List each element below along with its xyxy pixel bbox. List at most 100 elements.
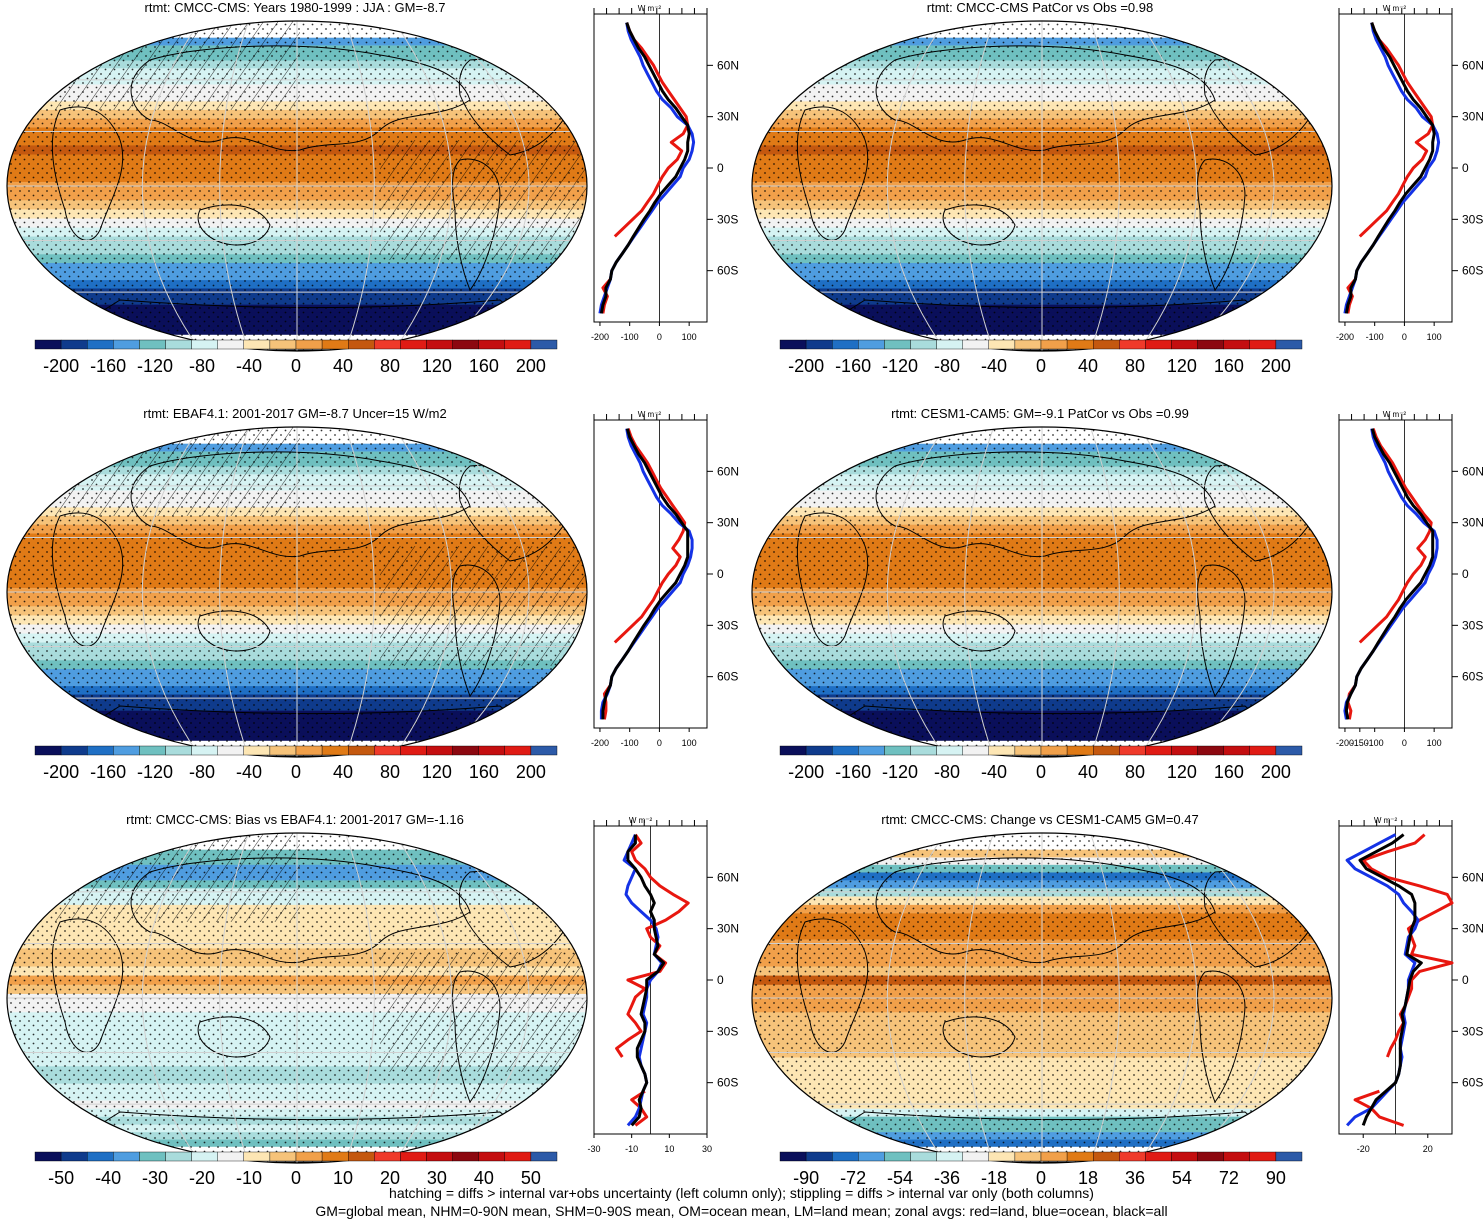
profile-lat-label: 0 bbox=[717, 161, 724, 175]
colorbar: -90 -72 -54 -36 -18 0 18 36 54 72 90 bbox=[779, 1151, 1303, 1188]
profile-unit-label: W m⁻² bbox=[1374, 816, 1398, 825]
profile-lat-label: 0 bbox=[1462, 161, 1469, 175]
profile-x-label: 10 bbox=[664, 1144, 674, 1154]
map-border bbox=[6, 832, 588, 1164]
colorbar-swatch bbox=[779, 339, 807, 350]
colorbar-label: -40 bbox=[236, 762, 262, 782]
colorbar-swatch bbox=[1040, 745, 1068, 756]
colorbar-swatch bbox=[504, 745, 532, 756]
graticule-meridian bbox=[1089, 21, 1120, 351]
colorbar-swatch bbox=[400, 745, 427, 756]
colorbar-swatch bbox=[1014, 1151, 1042, 1162]
colorbar: -200 -160 -120 -80 -40 0 40 80 120 160 200 bbox=[779, 745, 1303, 782]
graticule bbox=[7, 427, 587, 757]
colorbar-swatch bbox=[1145, 339, 1172, 350]
colorbar-label: -40 bbox=[981, 356, 1007, 376]
profile-line-all bbox=[1344, 428, 1435, 720]
colorbar-label: 80 bbox=[1125, 356, 1145, 376]
colorbar-swatch bbox=[295, 1151, 323, 1162]
colorbar-swatch bbox=[86, 339, 114, 350]
colorbar-label: 30 bbox=[427, 1168, 447, 1188]
colorbar-label: 40 bbox=[1078, 356, 1098, 376]
profile-lat-label: 60N bbox=[1462, 870, 1483, 884]
colorbar-swatch bbox=[1145, 1151, 1172, 1162]
colorbar-swatch bbox=[910, 339, 937, 350]
graticule bbox=[752, 21, 1332, 351]
colorbar-label: -30 bbox=[142, 1168, 168, 1188]
colorbar-label: 160 bbox=[1214, 356, 1244, 376]
colorbar-swatch bbox=[779, 745, 807, 756]
colorbar-swatch bbox=[348, 745, 375, 756]
panel-reference-model: rtmt: CESM1-CAM5: GM=-9.1 PatCor vs Obs … bbox=[745, 406, 1483, 806]
colorbar-label: -54 bbox=[887, 1168, 913, 1188]
graticule-meridian bbox=[344, 833, 375, 1163]
graticule-meridian bbox=[1186, 21, 1275, 351]
graticule bbox=[752, 833, 1332, 1163]
profile-lat-label: 60S bbox=[717, 1076, 738, 1090]
map-border bbox=[6, 20, 588, 352]
map-title: rtmt: CMCC-CMS: Change vs CESM1-CAM5 GM=… bbox=[881, 812, 1199, 827]
panel-obs-climatology: rtmt: EBAF4.1: 2001-2017 GM=-8.7 Uncer=1… bbox=[0, 406, 740, 806]
profile-lat-label: 0 bbox=[717, 973, 724, 987]
colorbar-swatch bbox=[400, 339, 427, 350]
profile-line-all bbox=[601, 428, 690, 720]
colorbar-swatch bbox=[452, 339, 479, 350]
map-border bbox=[751, 832, 1333, 1164]
colorbar-swatch bbox=[779, 1151, 807, 1162]
colorbar-swatch bbox=[1119, 745, 1146, 756]
colorbar-swatch bbox=[884, 745, 911, 756]
profile-x-label: 20 bbox=[1423, 1144, 1433, 1154]
zonal-profile: W m⁻² 60N 30N 0 30S 60S -200 -100 0 100 bbox=[591, 410, 739, 748]
zonal-profile: W m⁻² 60N 30N 0 30S 60S -200 -100 0 100 bbox=[591, 4, 739, 342]
map-title: rtmt: CMCC-CMS: Years 1980-1999 : JJA : … bbox=[144, 0, 446, 15]
colorbar-label: -80 bbox=[189, 356, 215, 376]
profile-line-land bbox=[1353, 833, 1454, 1127]
colorbar-swatch bbox=[910, 1151, 937, 1162]
colorbar-swatch bbox=[988, 1151, 1016, 1162]
graticule-meridian bbox=[886, 427, 946, 757]
colorbar-swatch bbox=[1014, 745, 1042, 756]
colorbar-swatch bbox=[831, 339, 859, 350]
profile-lat-label: 30S bbox=[1462, 1024, 1483, 1038]
graticule-meridian bbox=[219, 833, 250, 1163]
panel-model-patcor: rtmt: CMCC-CMS PatCor vs Obs =0.98 W m⁻²… bbox=[745, 0, 1483, 400]
panel-graphic: W m⁻² 60N 30N 0 30S 60S -30 -10 10 30 -50 -40 -30 -20… bbox=[6, 816, 739, 1188]
zonal-profile: W m⁻² 60N 30N 0 30S 60S -200 -100 0 100 bbox=[1336, 4, 1483, 342]
colorbar-swatch bbox=[962, 339, 989, 350]
profile-lat-label: 60N bbox=[717, 870, 739, 884]
profile-line-land bbox=[1346, 22, 1435, 314]
colorbar-swatch bbox=[60, 339, 88, 350]
colorbar-label: -80 bbox=[934, 356, 960, 376]
colorbar-swatch bbox=[1249, 745, 1277, 756]
profile-lat-label: 60N bbox=[1462, 464, 1483, 478]
map-title: rtmt: CESM1-CAM5: GM=-9.1 PatCor vs Obs … bbox=[891, 406, 1189, 421]
panel-model-climatology: rtmt: CMCC-CMS: Years 1980-1999 : JJA : … bbox=[0, 0, 740, 400]
colorbar-label: -200 bbox=[43, 762, 79, 782]
colorbar-swatch bbox=[86, 1151, 114, 1162]
profile-lat-label: 60S bbox=[1462, 1076, 1483, 1090]
colorbar-swatch bbox=[478, 745, 506, 756]
profile-lat-label: 0 bbox=[717, 567, 724, 581]
profile-x-label: -200 bbox=[1336, 332, 1354, 342]
colorbar-swatch bbox=[113, 745, 140, 756]
colorbar-swatch bbox=[348, 339, 375, 350]
colorbar-swatch bbox=[60, 745, 88, 756]
profile-lat-label: 30S bbox=[717, 212, 738, 226]
colorbar-swatch bbox=[1249, 1151, 1277, 1162]
graticule-meridian bbox=[1186, 833, 1275, 1163]
colorbar-swatch bbox=[139, 745, 166, 756]
colorbar-label: -200 bbox=[788, 762, 824, 782]
world-map bbox=[752, 21, 1332, 351]
colorbar-swatch bbox=[530, 1151, 558, 1162]
colorbar: -200 -160 -120 -80 -40 0 40 80 120 160 200 bbox=[779, 339, 1303, 376]
colorbar-swatch bbox=[478, 1151, 506, 1162]
colorbar-swatch bbox=[1119, 339, 1146, 350]
profile-lat-label: 30S bbox=[717, 1024, 738, 1038]
graticule-meridian bbox=[393, 21, 453, 351]
graticule-meridian bbox=[344, 21, 375, 351]
profile-line-land bbox=[601, 22, 690, 314]
profile-x-label: -20 bbox=[1357, 1144, 1370, 1154]
profile-lat-label: 30N bbox=[1462, 110, 1483, 124]
profile-line-all bbox=[1344, 22, 1436, 314]
